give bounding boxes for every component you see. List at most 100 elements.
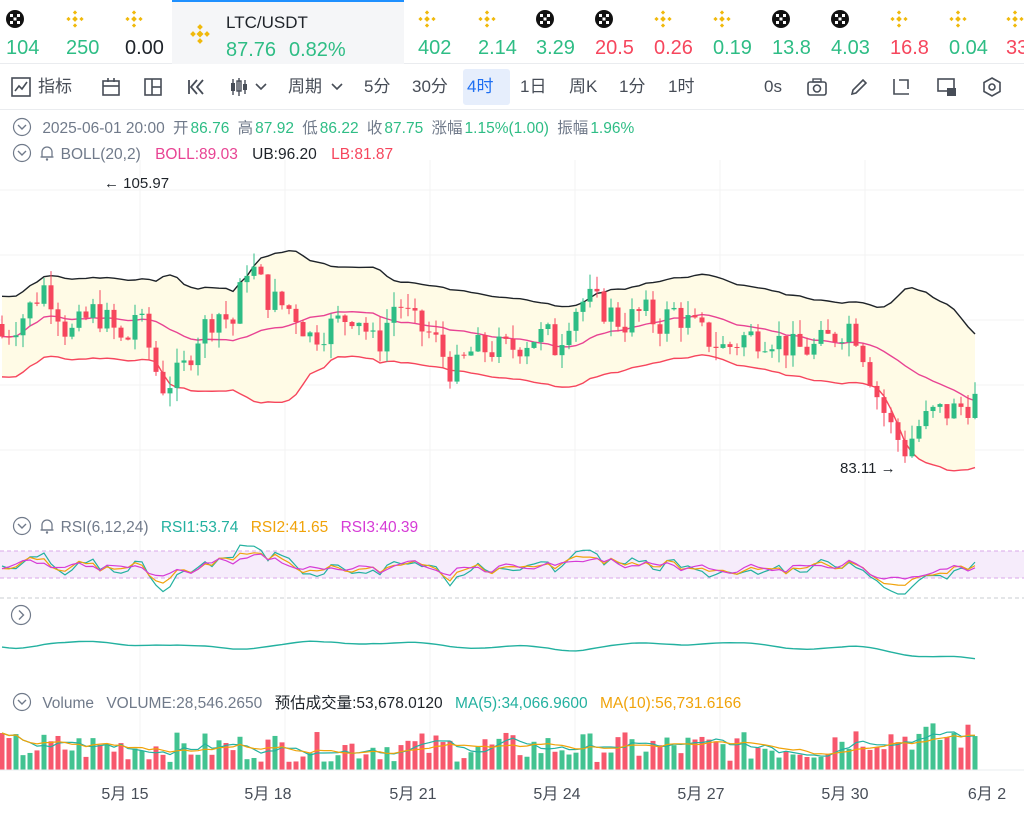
- chevron-down-icon[interactable]: [254, 80, 268, 94]
- template-icon[interactable]: [100, 76, 122, 98]
- interval-1min[interactable]: 1分: [619, 77, 646, 96]
- candle-type-icon[interactable]: [228, 76, 250, 98]
- volume-bar: [167, 761, 173, 770]
- ticker-value: 0.04: [949, 37, 988, 59]
- candle-body: [230, 319, 236, 324]
- candle-body: [223, 314, 229, 320]
- candle-body: [195, 343, 201, 366]
- volume-bar: [776, 757, 782, 770]
- candle-body: [132, 314, 138, 340]
- ticker-item[interactable]: 2.14: [478, 0, 536, 63]
- volume-bar: [342, 745, 348, 770]
- camera-icon[interactable]: [806, 76, 828, 98]
- candle-body: [734, 346, 740, 348]
- ticker-item[interactable]: 0.19: [713, 0, 772, 63]
- interval-30m[interactable]: 30分: [412, 77, 448, 96]
- kline-chart[interactable]: 5月 15 5月 18 5月 21 5月 24 5月 27 5月 30 6月 2: [0, 110, 1024, 819]
- candle-body: [699, 317, 705, 323]
- ticker-item[interactable]: 0.26: [654, 0, 713, 63]
- volume-bar: [447, 740, 453, 770]
- period-menu[interactable]: 周期: [288, 77, 322, 96]
- ticker-item[interactable]: 104: [6, 0, 66, 63]
- volume-bar: [118, 743, 124, 770]
- ticker-item[interactable]: 3.29: [536, 0, 595, 63]
- indicator-icon[interactable]: [10, 76, 32, 98]
- ticker-value: 0.26: [654, 37, 693, 59]
- interval-1d[interactable]: 1日: [520, 77, 547, 96]
- volume-bar: [286, 761, 292, 770]
- candle-body: [188, 360, 194, 366]
- volume-bar: [69, 750, 75, 770]
- volume-bar: [531, 741, 537, 770]
- volume-bar: [636, 755, 642, 770]
- ticker-item[interactable]: 16.8: [890, 0, 949, 63]
- volume-bar: [363, 754, 369, 770]
- collapse-icon[interactable]: [12, 516, 32, 536]
- volume-bar: [902, 736, 908, 770]
- settings-icon[interactable]: [981, 76, 1003, 98]
- volume-bar: [391, 761, 397, 770]
- volume-bar: [853, 731, 859, 770]
- candle-body: [531, 342, 537, 348]
- ticker-value: 0.00: [125, 37, 164, 59]
- bell-icon[interactable]: [38, 517, 56, 535]
- volume-bar: [237, 736, 243, 770]
- ticker-item[interactable]: 13.8: [772, 0, 831, 63]
- candle-body: [237, 282, 243, 324]
- active-pair-tab[interactable]: LTC/USDT 87.76 0.82%: [172, 0, 404, 64]
- collapse-icon[interactable]: [12, 117, 32, 137]
- ohlc-datetime: 2025-06-01 20:00: [42, 120, 165, 137]
- binance-icon: [478, 10, 496, 28]
- low-price-value: 83.11: [840, 460, 877, 477]
- interval-1h[interactable]: 1时: [668, 77, 695, 96]
- layout-icon[interactable]: [142, 76, 164, 98]
- boll-ub-value: UB:96.20: [252, 146, 317, 163]
- ticker-item[interactable]: 0.00: [125, 0, 185, 63]
- ticker-item[interactable]: 33: [1006, 0, 1024, 63]
- interval-5m[interactable]: 5分: [364, 77, 391, 96]
- collapse-icon[interactable]: [12, 143, 32, 163]
- candle-body: [482, 335, 488, 353]
- candle-body: [286, 305, 292, 309]
- chevron-down-icon[interactable]: [330, 80, 344, 94]
- candle-body: [797, 333, 803, 347]
- ticker-item[interactable]: 4.03: [831, 0, 890, 63]
- candle-body: [573, 311, 579, 331]
- boll-lb-value: LB:81.87: [331, 146, 394, 163]
- okx-icon: [772, 10, 790, 28]
- volume-bar: [111, 751, 117, 770]
- candle-body: [629, 309, 635, 333]
- interval-1w[interactable]: 周K: [569, 77, 598, 96]
- candle-body: [146, 313, 152, 348]
- candle-body: [216, 314, 222, 333]
- ticker-item[interactable]: 402: [418, 0, 478, 63]
- collapse-icon[interactable]: [12, 692, 32, 712]
- ticker-item[interactable]: 250: [66, 0, 125, 63]
- crop-icon[interactable]: [890, 76, 912, 98]
- replay-icon[interactable]: [186, 76, 208, 98]
- volume-bar: [34, 750, 40, 770]
- pencil-icon[interactable]: [848, 76, 870, 98]
- volume-bar: [622, 732, 628, 770]
- candle-body: [13, 335, 19, 338]
- volume-ma5-line: [1, 731, 976, 757]
- candle-body: [874, 385, 880, 398]
- bell-icon[interactable]: [38, 144, 56, 162]
- candle-body: [202, 319, 208, 344]
- candle-body: [300, 322, 306, 337]
- trash-screen-icon[interactable]: [936, 76, 958, 98]
- expand-icon[interactable]: [10, 604, 32, 626]
- amplitude-value: 1.96%: [590, 120, 635, 137]
- candle-body: [0, 323, 5, 337]
- ticker-item[interactable]: 0.04: [949, 0, 1006, 63]
- volume-bar: [314, 732, 320, 770]
- volume-bar: [797, 754, 803, 770]
- volume-bar: [146, 759, 152, 770]
- volume-bar: [839, 741, 845, 770]
- interval-4h[interactable]: 4时: [463, 69, 510, 105]
- indicators-button[interactable]: 指标: [38, 77, 72, 96]
- volume-bar: [608, 752, 614, 770]
- ticker-item[interactable]: 20.5: [595, 0, 654, 63]
- candle-body: [944, 404, 950, 419]
- volume-bar: [160, 754, 166, 770]
